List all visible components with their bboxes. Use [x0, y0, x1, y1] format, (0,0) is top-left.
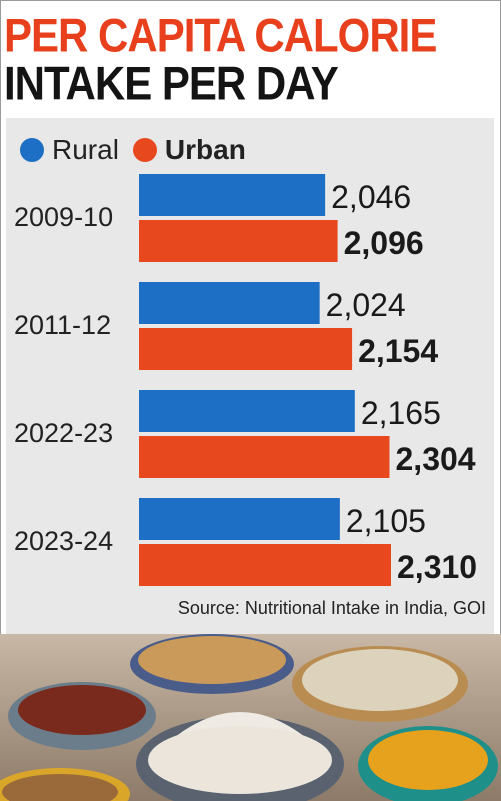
bar-rural-2011-12 — [139, 282, 320, 324]
data-label-rural: 2,046 — [331, 179, 411, 215]
bar-rural-2023-24 — [139, 498, 340, 540]
legend-item-urban: Urban — [132, 134, 246, 166]
bar-chart: 2009-10 2,046 2,096 2011-12 2,024 2,154 2022-2… — [14, 174, 477, 586]
category-label: 2023-24 — [14, 526, 113, 556]
legend: Rural Urban — [20, 134, 260, 166]
bar-urban-2009-10 — [139, 220, 338, 262]
title-line-2: INTAKE PER DAY — [4, 56, 339, 110]
source-note: Source: Nutritional Intake in India, GOI — [177, 598, 486, 618]
data-label-urban: 2,154 — [358, 333, 438, 369]
data-label-urban: 2,304 — [396, 441, 476, 477]
category-label: 2022-23 — [14, 418, 113, 448]
legend-dot-urban — [132, 138, 157, 162]
bar-urban-2023-24 — [139, 544, 391, 586]
category-label: 2009-10 — [14, 202, 113, 232]
bar-urban-2022-23 — [139, 436, 390, 478]
data-label-rural: 2,165 — [361, 395, 441, 431]
legend-label-rural: Rural — [52, 134, 119, 165]
data-label-rural: 2,024 — [326, 287, 406, 323]
bar-urban-2011-12 — [139, 328, 353, 370]
data-label-urban: 2,096 — [344, 225, 424, 261]
grain-bowls-photo — [0, 634, 501, 801]
title-line-1: PER CAPITA CALORIE — [4, 8, 437, 62]
legend-item-rural: Rural — [20, 134, 119, 166]
category-label: 2011-12 — [14, 310, 111, 340]
data-label-rural: 2,105 — [346, 503, 426, 539]
data-label-urban: 2,310 — [397, 549, 477, 585]
legend-dot-rural — [20, 138, 44, 162]
legend-label-urban: Urban — [164, 134, 246, 165]
bar-rural-2009-10 — [139, 174, 326, 216]
chart-panel: Rural Urban 2009-10 2,046 2,096 2011-12 2,02… — [6, 118, 494, 634]
bar-rural-2022-23 — [139, 390, 355, 432]
